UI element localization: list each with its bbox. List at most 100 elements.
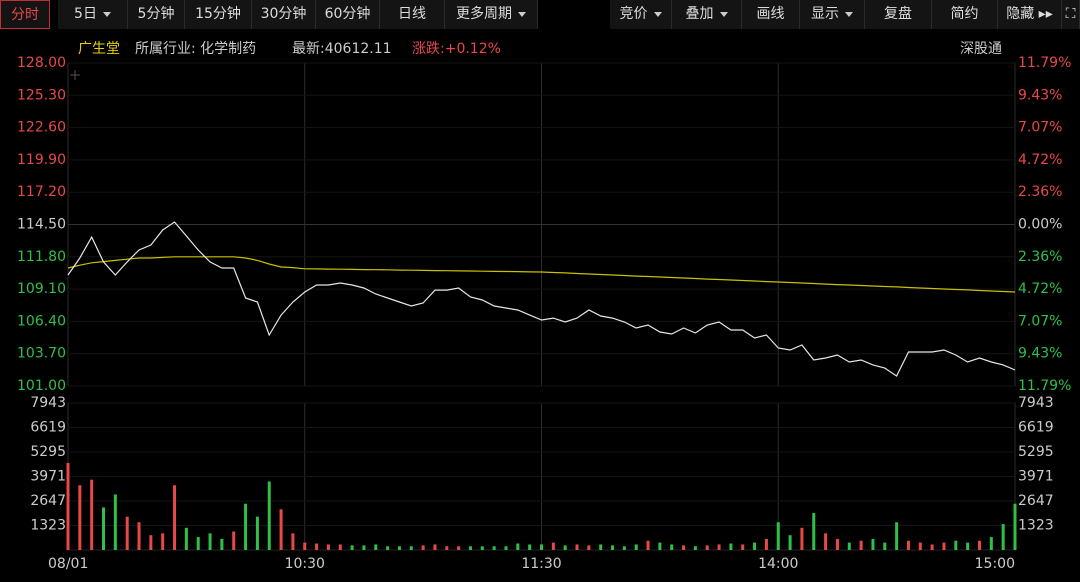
volume-bar — [812, 512, 816, 550]
btn-display[interactable]: 显示 — [800, 0, 865, 29]
volume-bar — [137, 522, 141, 550]
y2-tick-label: 9.43% — [1018, 346, 1062, 362]
tab-5day[interactable]: 5日 — [58, 0, 128, 29]
y-tick-label: 6619 — [30, 420, 66, 436]
y2-tick-label: 3971 — [1018, 469, 1054, 485]
volume-bar — [492, 546, 496, 550]
volume-bar — [350, 545, 354, 550]
volume-bar — [764, 538, 768, 550]
x-tick-label: 11:30 — [521, 556, 561, 572]
volume-bar — [859, 540, 863, 550]
y2-tick-label: 0.00% — [1018, 217, 1062, 233]
volume-bar — [326, 544, 330, 550]
tab-15min[interactable]: 15分钟 — [185, 0, 252, 29]
btn-auction[interactable]: 竞价 — [610, 0, 672, 29]
y2-tick-label: 5295 — [1018, 444, 1054, 460]
volume-bar — [255, 516, 259, 550]
volume-bar — [575, 544, 579, 550]
volume-bar — [587, 545, 591, 550]
volume-bar — [516, 543, 520, 550]
y2-tick-label: 4.72% — [1018, 281, 1062, 297]
btn-overlay[interactable]: 叠加 — [672, 0, 742, 29]
y-tick-label: 117.20 — [17, 184, 66, 200]
tab-60min[interactable]: 60分钟 — [316, 0, 380, 29]
volume-bar — [871, 538, 875, 550]
volume-bar — [705, 545, 709, 550]
volume-bar — [113, 494, 117, 550]
volume-bar — [776, 522, 780, 550]
volume-bar — [397, 546, 401, 550]
volume-bar — [267, 481, 271, 550]
volume-bar — [930, 544, 934, 550]
y-tick-label: 119.90 — [17, 152, 66, 168]
label: 叠加 — [685, 6, 714, 22]
volume-bar — [942, 542, 946, 550]
volume-bar — [729, 543, 733, 550]
change: 涨跌:+0.12% — [412, 41, 501, 57]
y-tick-label: 1323 — [30, 518, 66, 534]
volume-bar — [362, 545, 366, 550]
x-tick-label: 14:00 — [758, 556, 798, 572]
btn-draw[interactable]: 画线 — [742, 0, 800, 29]
industry: 所属行业: 化学制药 — [135, 41, 257, 57]
btn-simple[interactable]: 简约 — [932, 0, 998, 29]
volume-bar — [66, 463, 70, 550]
y2-tick-label: 6619 — [1018, 420, 1054, 436]
volume-bar — [244, 503, 248, 550]
volume-bar — [753, 542, 757, 550]
connect-tag: 深股通 — [960, 41, 1002, 57]
y-tick-label: 128.00 — [17, 55, 66, 71]
volume-bar — [315, 543, 319, 550]
crosshair-icon — [70, 70, 80, 80]
volume-bar — [989, 537, 993, 550]
btn-replay[interactable]: 复盘 — [865, 0, 932, 29]
label: 显示 — [811, 6, 839, 22]
volume-bar — [1013, 503, 1017, 550]
label: 隐藏 — [1006, 6, 1035, 22]
volume-bar — [480, 546, 484, 550]
tab-daily[interactable]: 日线 — [380, 0, 445, 29]
volume-bar — [149, 535, 153, 550]
tab-5min[interactable]: 5分钟 — [128, 0, 185, 29]
x-tick-label: 15:00 — [975, 556, 1015, 572]
volume-bar — [445, 546, 449, 550]
volume-bar — [895, 522, 899, 550]
volume-bar — [824, 533, 828, 550]
volume-bar — [90, 479, 94, 550]
y2-tick-label: 2.36% — [1018, 249, 1062, 265]
volume-bar — [847, 542, 851, 550]
volume-bar — [883, 542, 887, 550]
tab-30min[interactable]: 30分钟 — [252, 0, 316, 29]
volume-bar — [173, 485, 177, 550]
volume-bar — [563, 545, 567, 550]
y2-tick-label: 9.43% — [1018, 87, 1062, 103]
y2-tick-label: 7943 — [1018, 395, 1054, 411]
y2-tick-label: 1323 — [1018, 518, 1054, 534]
volume-bar — [634, 544, 638, 550]
volume-bar — [540, 544, 543, 550]
tab-more[interactable]: 更多周期 — [445, 0, 538, 29]
volume-bar — [611, 545, 615, 550]
volume-bar — [303, 542, 307, 550]
y2-tick-label: 2.36% — [1018, 184, 1062, 200]
y-tick-label: 2647 — [30, 493, 66, 509]
volume-bar — [291, 533, 295, 550]
volume-bar — [457, 546, 461, 550]
volume-bar — [433, 544, 437, 550]
volume-bar — [918, 542, 922, 550]
y-tick-label: 109.10 — [17, 281, 66, 297]
volume-bar — [741, 544, 745, 550]
tab-timeshare[interactable]: 分时 — [0, 0, 50, 29]
y-tick-label: 3971 — [30, 469, 66, 485]
volume-bar — [102, 507, 106, 550]
label: 竞价 — [619, 6, 648, 22]
volume-bar — [528, 544, 532, 550]
volume-bar — [977, 540, 981, 550]
volume-bar — [682, 545, 686, 550]
btn-hide[interactable]: 隐藏 ▸▸ — [998, 0, 1062, 29]
latest: 最新:40612.11 — [292, 41, 392, 57]
volume-bar — [622, 546, 626, 550]
volume-bar — [646, 540, 650, 550]
label: 更多周期 — [456, 6, 512, 22]
volume-bar — [196, 537, 200, 550]
